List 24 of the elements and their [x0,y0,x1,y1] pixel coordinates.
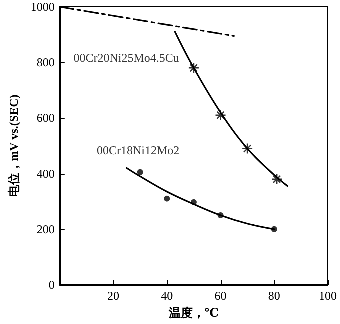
x-tick-label: 80 [268,289,280,303]
series-label: 00Cr18Ni12Mo2 [96,143,180,158]
point [242,143,254,154]
point [218,212,224,218]
x-tick-label: 20 [108,289,120,303]
x-axis-title: 温度，℃ [168,306,220,320]
point [190,199,197,206]
y-tick-label: 400 [36,166,55,181]
point [271,226,278,232]
point [271,174,283,186]
point [188,62,200,74]
y-tick-label: 600 [36,111,55,126]
y-tick-label: 0 [48,278,55,292]
y-tick-label: 1000 [30,0,55,14]
x-tick-label: 60 [214,289,227,303]
point [164,196,170,202]
y-tick-label: 200 [36,222,55,236]
x-tick-label: 100 [319,289,337,303]
point [137,169,144,176]
y-axis-title: 电位，mV vs.(SEC) [7,94,21,198]
y-tick-label: 800 [36,56,55,70]
series-label: 00Cr20Ni25Mo4.5Cu [74,51,180,66]
point [215,110,226,122]
x-tick-label: 40 [161,289,174,303]
